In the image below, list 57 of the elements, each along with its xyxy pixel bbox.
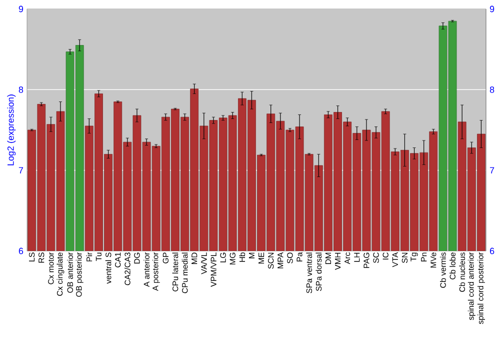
x-tick-label: VPM/VPL (210, 252, 216, 287)
x-tick-label: CPu medial (182, 252, 188, 294)
x-tick-label: MG (230, 252, 236, 264)
x-tick-label: VA/VL (200, 252, 207, 274)
x-tick-label: PAG (364, 252, 370, 268)
x-tick-label: OB anterior (67, 252, 73, 293)
x-tick-label: VMH (335, 252, 341, 270)
x-tick-label: SC (373, 252, 379, 263)
y2-tick-label: 7 (490, 167, 494, 174)
x-tick-label: DG (134, 252, 140, 264)
x-tick-label: CA2/CA3 (124, 252, 130, 286)
x-tick-label: SCN (268, 252, 274, 269)
x-tick-label: LH (354, 252, 360, 262)
x-tick-label: M (248, 252, 254, 258)
x-tick-label: SPa ventral (306, 252, 312, 294)
y-tick-label: 6 (18, 248, 24, 254)
x-tick-label: CPu lateral (172, 252, 178, 292)
x-tick-label: Arc (344, 252, 350, 264)
x-tick-label: CA1 (115, 252, 121, 268)
x-tick-label: DM (325, 252, 331, 264)
x-tick-label: A posterior (152, 252, 160, 291)
y-tick-label: 8 (18, 86, 24, 93)
x-tick-label: Hb (239, 252, 246, 262)
y2-tick-label: 8 (490, 86, 494, 93)
y-axis-title: Log2 (expression) (7, 94, 16, 166)
x-tick-label: Pir (86, 252, 92, 262)
x-tick-label: LG (220, 252, 226, 262)
x-tick-label: Tu (96, 252, 102, 262)
x-tick-label: spinal cord posterior (477, 252, 485, 324)
y2-tick-label: 9 (490, 6, 494, 12)
x-tick-label: Cb nucleus (459, 252, 466, 292)
x-tick-label: IC (382, 252, 388, 260)
x-tick-label: VTA (392, 252, 398, 268)
x-tick-label: SO (287, 252, 293, 264)
x-tick-label: SN (402, 252, 408, 263)
x-tick-label: ventral S (105, 252, 112, 284)
x-tick-label: spinal cord anterior (468, 252, 476, 320)
x-tick-label: Pn (421, 252, 427, 262)
x-tick-label: A anterior (144, 252, 150, 287)
x-tick-label: ME (258, 252, 264, 264)
y-tick-label: 7 (18, 167, 24, 174)
x-tick-label: Cb lobe (450, 252, 456, 280)
y2-tick-label: 6 (490, 248, 494, 254)
x-tick-label: GP (162, 252, 168, 264)
x-tick-label: RS (38, 252, 44, 263)
x-tick-label: MPA (278, 252, 284, 268)
x-tick-label: Cx cingulate (56, 252, 64, 296)
x-tick-label: OB posterior (76, 252, 84, 297)
y-tick-label: 9 (18, 6, 24, 12)
x-tick-label: MVe (430, 252, 436, 268)
x-tick-label: Cb vermis (440, 252, 446, 288)
x-tick-label: Tg (410, 252, 418, 262)
x-tick-label: Pa (296, 252, 302, 262)
x-tick-label: SPa dorsal (316, 252, 322, 291)
x-tick-label: Cx motor (48, 252, 54, 284)
x-tick-label: MD (192, 252, 198, 264)
x-tick-label: LS (28, 252, 35, 262)
